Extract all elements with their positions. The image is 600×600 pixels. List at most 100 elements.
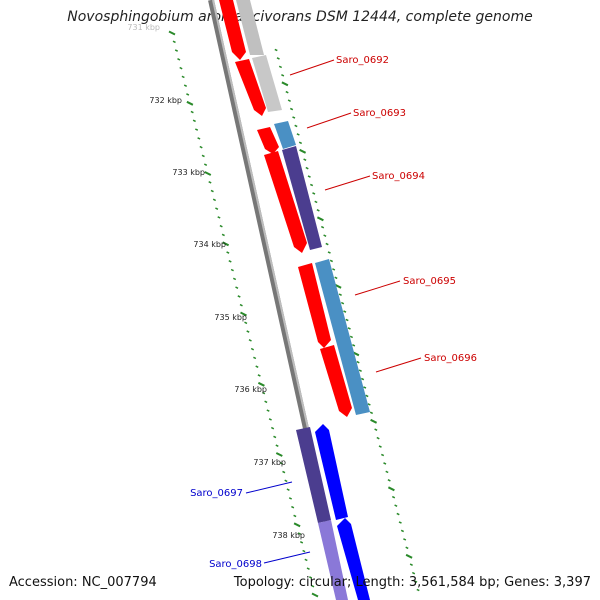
cds-blue-2[interactable] bbox=[337, 518, 370, 600]
minor-tick bbox=[414, 580, 418, 583]
minor-tick bbox=[208, 181, 212, 184]
leader-saro-0696 bbox=[375, 357, 422, 373]
minor-tick bbox=[416, 588, 420, 592]
minor-tick bbox=[307, 175, 311, 178]
minor-tick bbox=[405, 546, 409, 550]
minor-tick bbox=[304, 558, 308, 562]
minor-tick bbox=[316, 209, 320, 212]
feature-gray-1[interactable] bbox=[236, 0, 264, 55]
scale-label-734: 734 kbp bbox=[193, 240, 226, 249]
gene-label-saro-0693[interactable]: Saro_0693 bbox=[353, 108, 406, 119]
minor-tick bbox=[378, 445, 382, 448]
minor-tick bbox=[327, 251, 331, 254]
minor-tick bbox=[409, 563, 413, 566]
major-tick bbox=[405, 553, 413, 559]
minor-tick bbox=[340, 301, 345, 305]
minor-tick bbox=[174, 49, 179, 52]
accession-text: Accession: NC_007794 bbox=[9, 575, 157, 590]
minor-tick bbox=[305, 166, 309, 170]
minor-tick bbox=[276, 57, 280, 60]
cds-red-3[interactable] bbox=[257, 127, 279, 154]
minor-tick bbox=[278, 65, 283, 69]
major-tick bbox=[387, 486, 395, 492]
minor-tick bbox=[226, 251, 230, 254]
minor-tick bbox=[257, 374, 261, 377]
cds-red-4[interactable] bbox=[264, 151, 307, 253]
gene-label-saro-0694[interactable]: Saro_0694 bbox=[372, 171, 425, 182]
features bbox=[219, 0, 370, 600]
minor-tick bbox=[349, 335, 354, 339]
feature-slate-1[interactable] bbox=[282, 146, 322, 250]
minor-tick bbox=[289, 107, 294, 111]
minor-tick bbox=[210, 189, 214, 193]
gene-label-saro-0697[interactable]: Saro_0697 bbox=[190, 488, 243, 499]
leader-saro-0698 bbox=[263, 551, 311, 564]
feature-steelblue-1[interactable] bbox=[274, 121, 296, 149]
minor-tick bbox=[203, 163, 208, 166]
major-tick bbox=[240, 311, 247, 317]
minor-tick bbox=[296, 133, 300, 136]
scale-label-731: 731 kbp bbox=[127, 23, 160, 32]
feature-steelblue-2[interactable] bbox=[315, 259, 370, 415]
minor-tick bbox=[274, 48, 278, 52]
minor-tick bbox=[387, 479, 391, 482]
minor-tick bbox=[221, 233, 225, 237]
minor-tick bbox=[356, 360, 360, 364]
leader-saro-0693 bbox=[306, 112, 352, 129]
gene-label-saro-0692[interactable]: Saro_0692 bbox=[336, 55, 389, 66]
minor-tick bbox=[284, 479, 288, 483]
minor-tick bbox=[302, 549, 306, 553]
minor-tick bbox=[253, 356, 257, 360]
minor-tick bbox=[345, 318, 349, 322]
minor-tick bbox=[177, 58, 181, 61]
feature-gray-2[interactable] bbox=[252, 55, 282, 112]
minor-tick bbox=[275, 444, 279, 447]
gene-label-saro-0696[interactable]: Saro_0696 bbox=[424, 353, 477, 364]
minor-tick bbox=[323, 234, 327, 237]
minor-tick bbox=[215, 207, 219, 210]
minor-tick bbox=[279, 462, 284, 465]
cds-red-2[interactable] bbox=[235, 59, 266, 116]
minor-tick bbox=[190, 110, 194, 114]
minor-tick bbox=[285, 90, 289, 94]
major-tick bbox=[186, 100, 194, 106]
minor-tick bbox=[201, 154, 205, 158]
scale-label-733: 733 kbp bbox=[172, 168, 205, 177]
minor-tick bbox=[230, 268, 234, 272]
minor-tick bbox=[268, 418, 272, 421]
minor-tick bbox=[312, 192, 316, 195]
cds-red-5[interactable] bbox=[298, 263, 331, 348]
feature-lavender-1[interactable] bbox=[318, 520, 348, 600]
gene-label-saro-0698[interactable]: Saro_0698 bbox=[209, 559, 262, 570]
cds-red-6[interactable] bbox=[320, 345, 352, 417]
major-tick bbox=[204, 171, 212, 176]
scale-label-735: 735 kbp bbox=[214, 313, 247, 322]
minor-tick bbox=[329, 259, 334, 263]
leader-saro-0697 bbox=[245, 481, 293, 494]
minor-tick bbox=[396, 512, 400, 516]
minor-tick bbox=[383, 462, 387, 465]
cds-blue-1[interactable] bbox=[315, 424, 348, 520]
minor-tick bbox=[365, 394, 369, 398]
minor-tick bbox=[179, 66, 183, 70]
minor-tick bbox=[212, 198, 217, 202]
minor-tick bbox=[403, 538, 407, 541]
minor-tick bbox=[311, 584, 315, 588]
minor-tick bbox=[363, 386, 367, 389]
feature-slate-2[interactable] bbox=[296, 427, 331, 523]
minor-tick bbox=[334, 276, 338, 280]
scale-label-738: 738 kbp bbox=[272, 531, 305, 540]
minor-tick bbox=[352, 344, 356, 347]
minor-tick bbox=[338, 293, 342, 296]
major-tick bbox=[293, 522, 301, 528]
major-tick bbox=[311, 592, 319, 598]
minor-tick bbox=[303, 158, 307, 161]
minor-tick bbox=[219, 224, 223, 228]
cds-red-1[interactable] bbox=[219, 0, 246, 60]
minor-tick bbox=[262, 391, 266, 395]
major-tick bbox=[281, 81, 289, 87]
minor-tick bbox=[273, 435, 277, 439]
gene-label-saro-0695[interactable]: Saro_0695 bbox=[403, 276, 456, 287]
minor-tick bbox=[374, 428, 378, 431]
